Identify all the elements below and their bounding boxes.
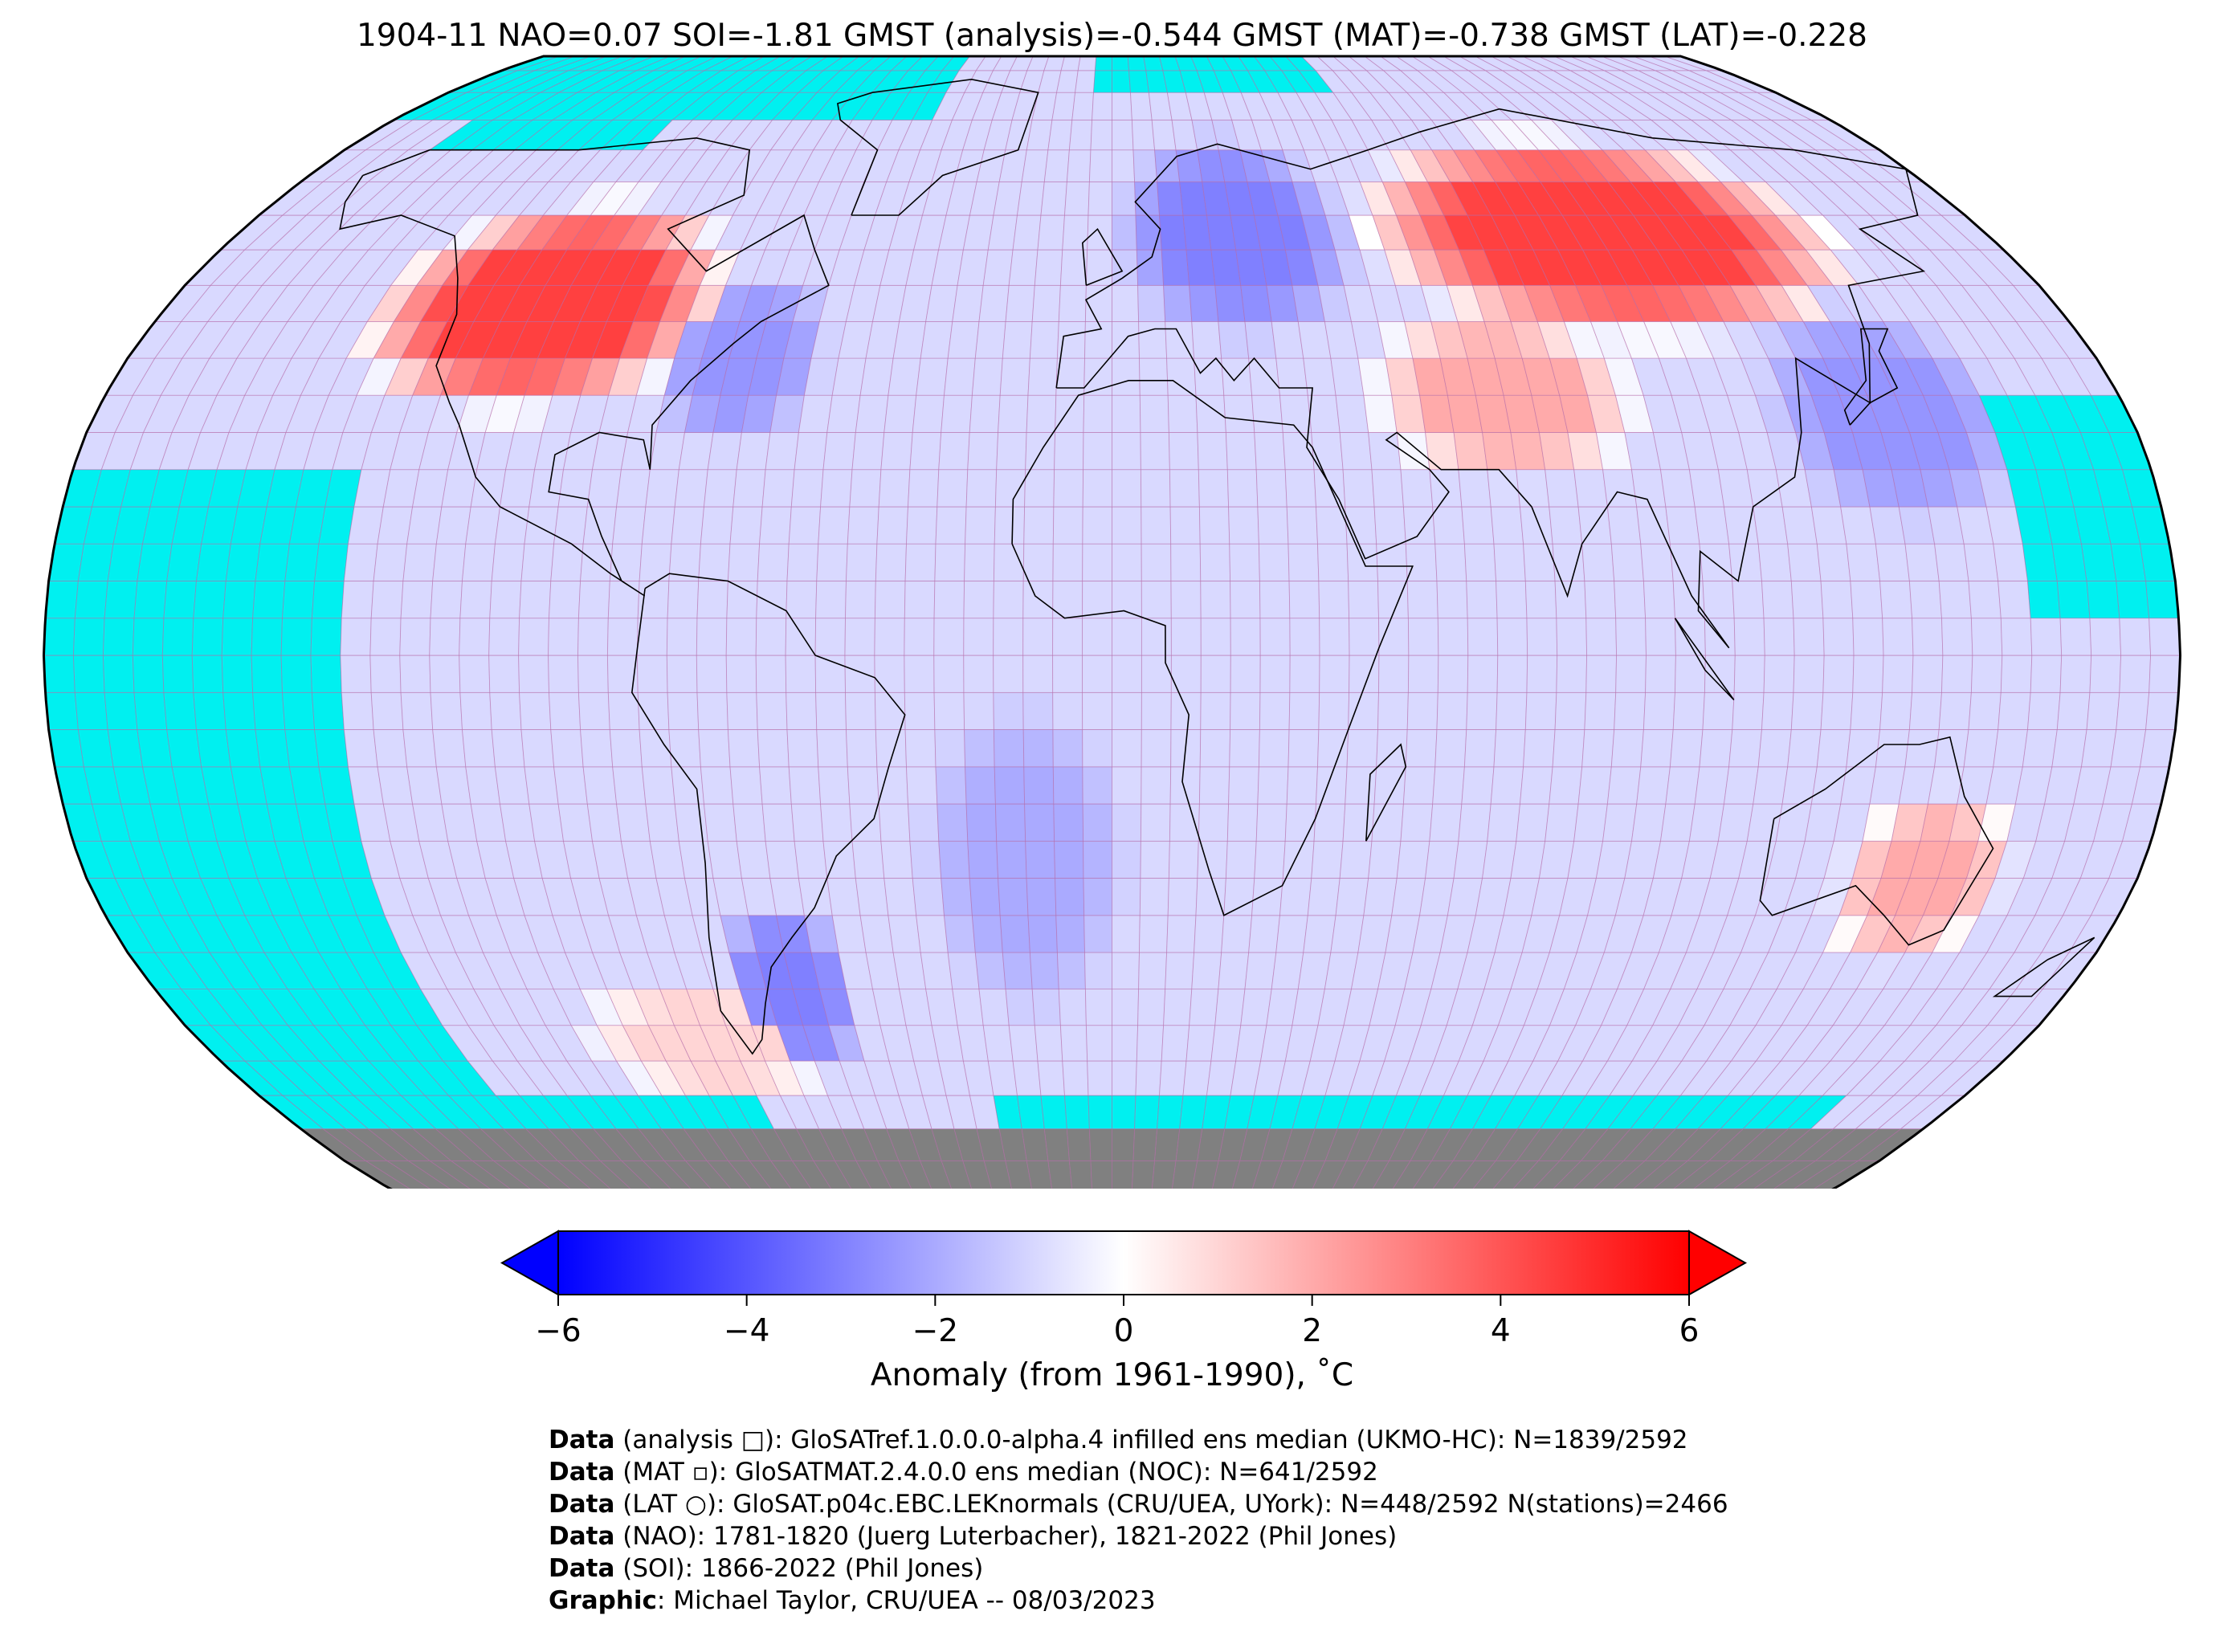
colorbar-extend-high — [1688, 1230, 1748, 1296]
credit-text: (analysis □): GloSATref.1.0.0.0-alpha.4 … — [614, 1426, 1688, 1454]
credit-line: Data (NAO): 1781-1820 (Juerg Luterbacher… — [549, 1520, 1728, 1552]
credit-label: Graphic — [549, 1586, 657, 1615]
credit-line: Data (analysis □): GloSATref.1.0.0.0-alp… — [549, 1424, 1728, 1456]
credit-label: Data — [549, 1458, 615, 1487]
credit-text: : Michael Taylor, CRU/UEA -- 08/03/2023 — [656, 1586, 1156, 1615]
credit-label: Data — [549, 1554, 615, 1583]
credit-line: Data (MAT ▫): GloSATMAT.2.4.0.0 ens medi… — [549, 1456, 1728, 1488]
colorbar-tick-label: 0 — [1114, 1313, 1134, 1349]
credits: Data (analysis □): GloSATref.1.0.0.0-alp… — [549, 1424, 1728, 1617]
credit-label: Data — [549, 1426, 615, 1454]
anomaly-map — [42, 55, 2182, 1189]
chart-title: 1904-11 NAO=0.07 SOI=-1.81 GMST (analysi… — [356, 18, 1867, 54]
credit-label: Data — [549, 1522, 615, 1551]
colorbar-extend-low — [500, 1230, 559, 1296]
credit-label: Data — [549, 1490, 615, 1519]
colorbar-tick-label: 6 — [1679, 1313, 1700, 1349]
credit-text: (SOI): 1866-2022 (Phil Jones) — [614, 1554, 984, 1583]
colorbar-tick-label: −2 — [912, 1313, 959, 1349]
credit-text: (LAT ○): GloSAT.p04c.EBC.LEKnormals (CRU… — [614, 1490, 1728, 1519]
credit-line: Data (SOI): 1866-2022 (Phil Jones) — [549, 1552, 1728, 1585]
credit-text: (NAO): 1781-1820 (Juerg Luterbacher), 18… — [614, 1522, 1398, 1551]
colorbar-label: Anomaly (from 1961-1990), ˚C — [870, 1357, 1354, 1393]
colorbar-tick-label: 2 — [1302, 1313, 1322, 1349]
colorbar: −6 −4 −2 0 2 4 6 — [500, 1230, 1748, 1349]
colorbar-tick-label: −4 — [724, 1313, 770, 1349]
credit-line: Data (LAT ○): GloSAT.p04c.EBC.LEKnormals… — [549, 1488, 1728, 1520]
colorbar-tick-label: −6 — [535, 1313, 582, 1349]
credit-line: Graphic: Michael Taylor, CRU/UEA -- 08/0… — [549, 1585, 1728, 1617]
colorbar-tick-label: 4 — [1491, 1313, 1511, 1349]
map-cells — [43, 56, 2181, 1189]
credit-text: (MAT ▫): GloSATMAT.2.4.0.0 ens median (N… — [614, 1458, 1378, 1487]
colorbar-gradient — [557, 1230, 1690, 1295]
